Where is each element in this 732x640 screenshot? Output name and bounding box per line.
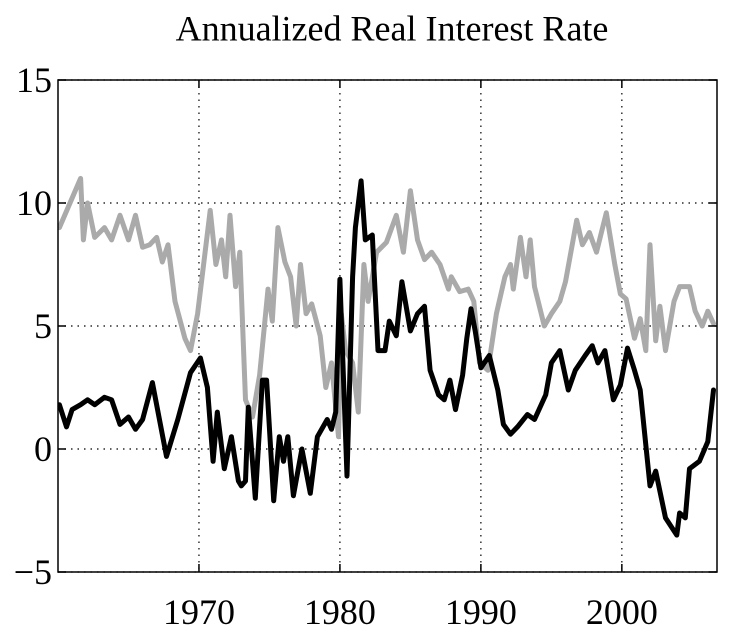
x-tick-label: 1990 <box>445 592 517 632</box>
y-tick-label: 5 <box>34 306 52 346</box>
y-tick-label: 0 <box>34 429 52 469</box>
y-tick-label: 15 <box>16 60 52 100</box>
chart-title: Annualized Real Interest Rate <box>176 8 609 48</box>
y-tick-label: −5 <box>14 552 52 592</box>
x-tick-label: 1970 <box>163 592 235 632</box>
plot-area <box>58 175 716 538</box>
x-tick-label: 1980 <box>304 592 376 632</box>
grid <box>58 79 717 573</box>
series-line <box>58 175 716 440</box>
axes: −5 0 5 10 15 1970 1980 1990 2000 <box>14 60 717 632</box>
x-tick-label: 2000 <box>586 592 658 632</box>
series-line <box>58 178 716 538</box>
y-tick-label: 10 <box>16 183 52 223</box>
